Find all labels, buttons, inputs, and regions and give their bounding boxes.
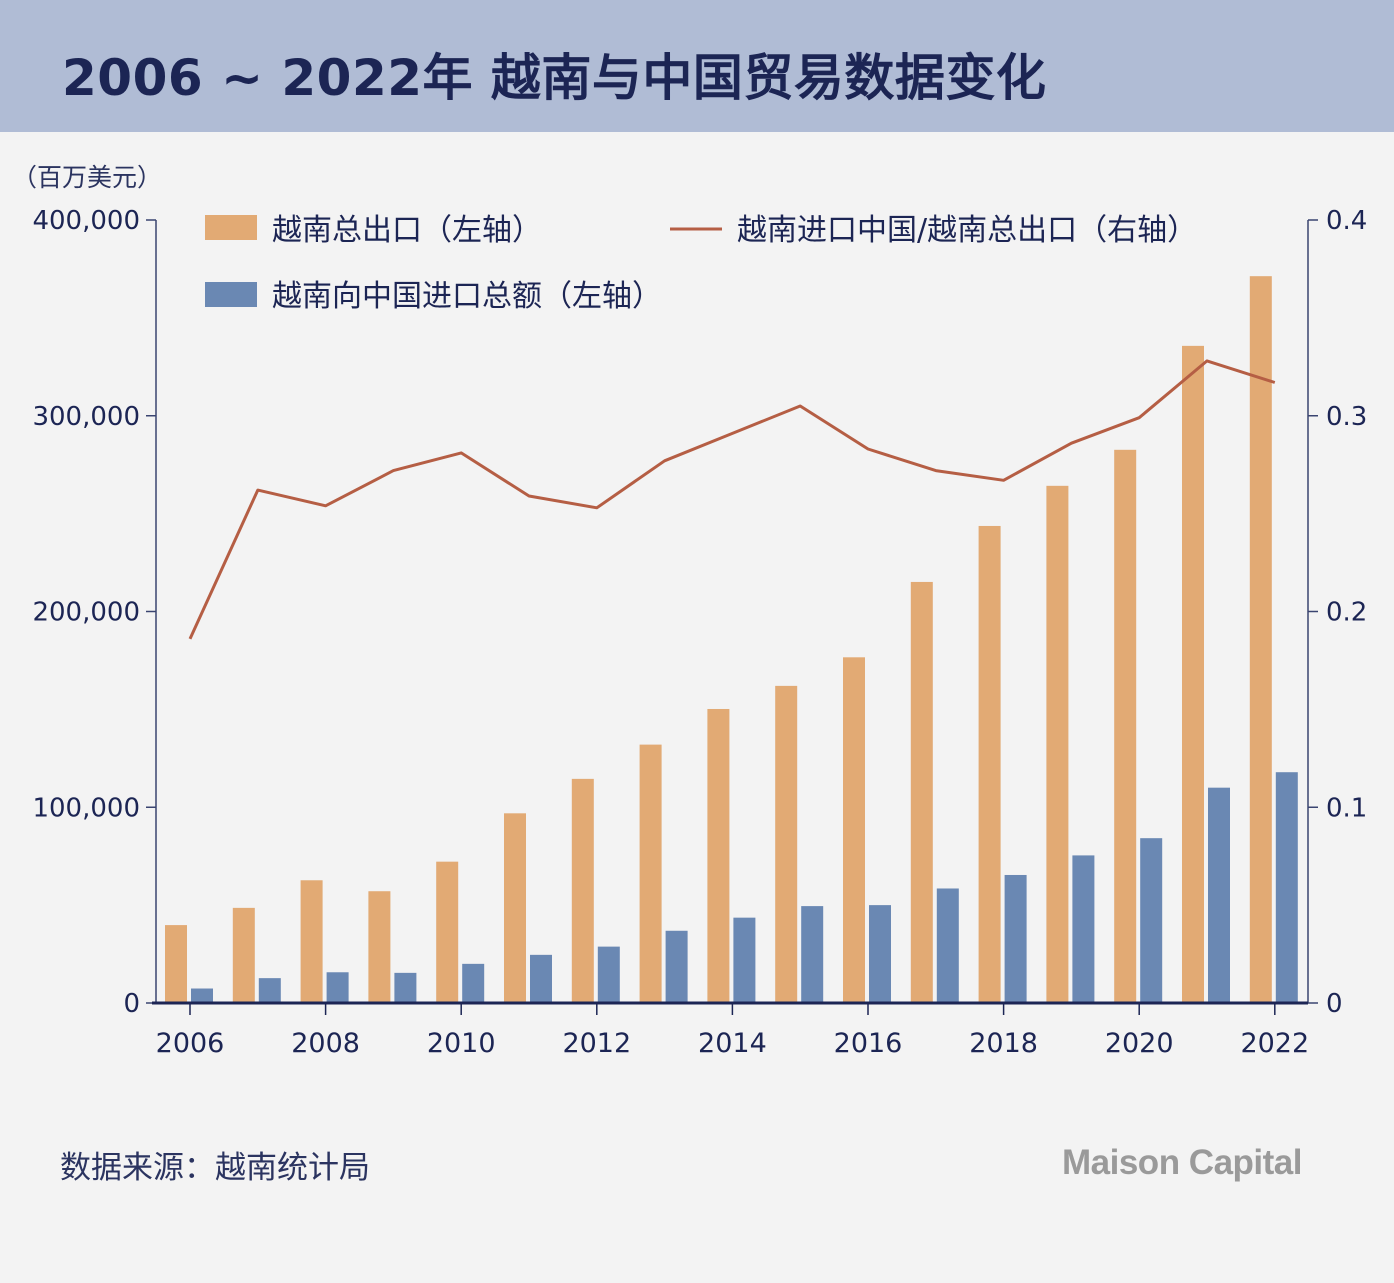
legend-swatch-export [205,215,257,240]
legend-label-export: 越南总出口（左轴） [272,213,542,248]
chart: （百万美元） 越南总出口（左轴） 越南向中国进口总额（左轴） 越南进口中国/越南… [12,163,1367,1059]
bar-export-2014 [707,708,730,1003]
bar-import-2006 [191,988,213,1003]
right-axis-tick-label: 0.2 [1326,598,1367,628]
x-axis-tick-label: 2006 [156,1028,225,1059]
ratio-series-line [188,359,1276,640]
data-source-note: 数据来源：越南统计局 [60,1150,370,1186]
x-axis-tick-label: 2018 [969,1028,1038,1059]
x-axis-tick-label: 2016 [834,1028,903,1059]
bar-import-2016 [869,905,891,1003]
bar-export-2011 [504,813,526,1003]
bar-import-2021 [1208,787,1230,1003]
bar-export-2017 [910,581,933,1003]
bar-import-2017 [936,888,959,1003]
bar-export-2012 [571,778,594,1003]
bar-import-2015 [801,906,824,1003]
x-axis-tick-label: 2022 [1240,1028,1309,1059]
bar-import-2007 [258,978,281,1003]
bar-import-2014 [733,917,756,1003]
bar-import-2019 [1072,855,1095,1003]
x-axis-tick-label: 2020 [1105,1028,1174,1059]
x-axis-tick-label: 2012 [562,1028,631,1059]
bar-export-2015 [775,685,798,1003]
x-axis-tick-label: 2010 [427,1028,496,1059]
left-axis-unit-label: （百万美元） [12,163,162,192]
x-axis-tick-label: 2014 [698,1028,767,1059]
bar-export-2019 [1046,485,1069,1003]
legend-swatch-import [205,282,257,307]
bar-import-2018 [1004,874,1027,1003]
brand-logo: Maison Capital [1062,1143,1302,1182]
bar-export-2009 [368,891,391,1003]
bar-export-2006 [165,925,187,1003]
bar-import-2013 [665,930,688,1003]
left-axis-tick-label: 300,000 [32,402,140,432]
x-axis-tick-label: 2008 [291,1028,360,1059]
left-axis-tick-label: 200,000 [32,598,140,628]
bar-import-2012 [597,946,620,1003]
bar-import-2020 [1140,838,1163,1003]
bar-export-2013 [639,744,662,1003]
right-axis-tick-label: 0.4 [1326,206,1367,236]
bar-import-2010 [462,963,485,1003]
left-axis-tick-label: 0 [123,989,140,1019]
legend-label-ratio: 越南进口中国/越南总出口（右轴） [737,213,1197,248]
bar-import-2008 [326,972,349,1003]
bar-import-2011 [530,954,552,1003]
bar-export-2022 [1249,276,1272,1003]
page-title: 2006 ~ 2022年 越南与中国贸易数据变化 [62,49,1047,107]
bar-export-2008 [300,880,323,1003]
bar-export-2020 [1114,449,1137,1003]
bar-import-2009 [394,972,417,1003]
left-axis-tick-label: 400,000 [32,206,140,236]
bar-export-2010 [436,861,459,1003]
right-axis-tick-label: 0 [1326,989,1343,1019]
bar-export-2016 [843,657,865,1003]
title-banner [0,0,1394,132]
left-axis-tick-label: 100,000 [32,793,140,823]
bar-export-2007 [232,907,255,1003]
right-axis-tick-label: 0.3 [1326,402,1367,432]
bar-export-2018 [978,525,1001,1003]
right-axis-tick-label: 0.1 [1326,793,1367,823]
legend-label-import: 越南向中国进口总额（左轴） [272,279,662,314]
bar-import-2022 [1275,772,1298,1003]
bar-export-2021 [1182,345,1204,1003]
